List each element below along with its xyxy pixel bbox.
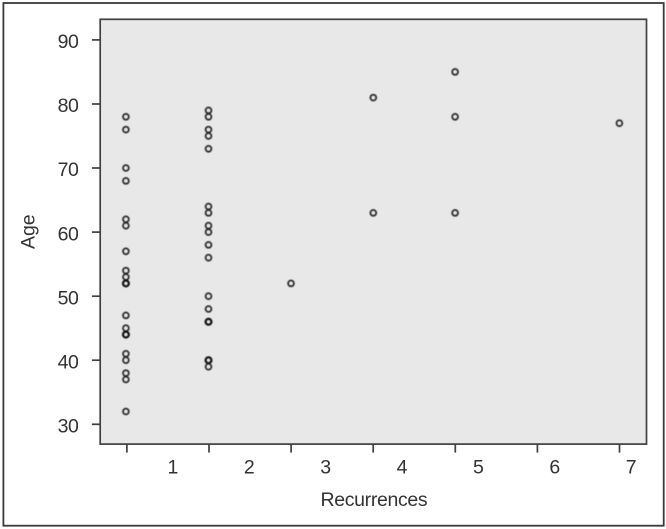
svg-text:3: 3 <box>320 457 331 479</box>
svg-text:2: 2 <box>244 457 255 479</box>
svg-text:40: 40 <box>58 351 79 373</box>
svg-text:1: 1 <box>167 457 178 479</box>
svg-text:Recurrences: Recurrences <box>321 489 428 511</box>
svg-text:Age: Age <box>18 214 40 249</box>
svg-text:50: 50 <box>58 287 79 309</box>
svg-text:7: 7 <box>626 457 637 479</box>
svg-text:90: 90 <box>58 31 79 53</box>
svg-text:60: 60 <box>58 223 79 245</box>
svg-text:4: 4 <box>397 457 408 479</box>
svg-text:30: 30 <box>58 416 79 438</box>
svg-text:5: 5 <box>473 457 484 479</box>
svg-text:6: 6 <box>549 457 560 479</box>
svg-text:70: 70 <box>58 159 79 181</box>
svg-text:80: 80 <box>58 95 79 117</box>
